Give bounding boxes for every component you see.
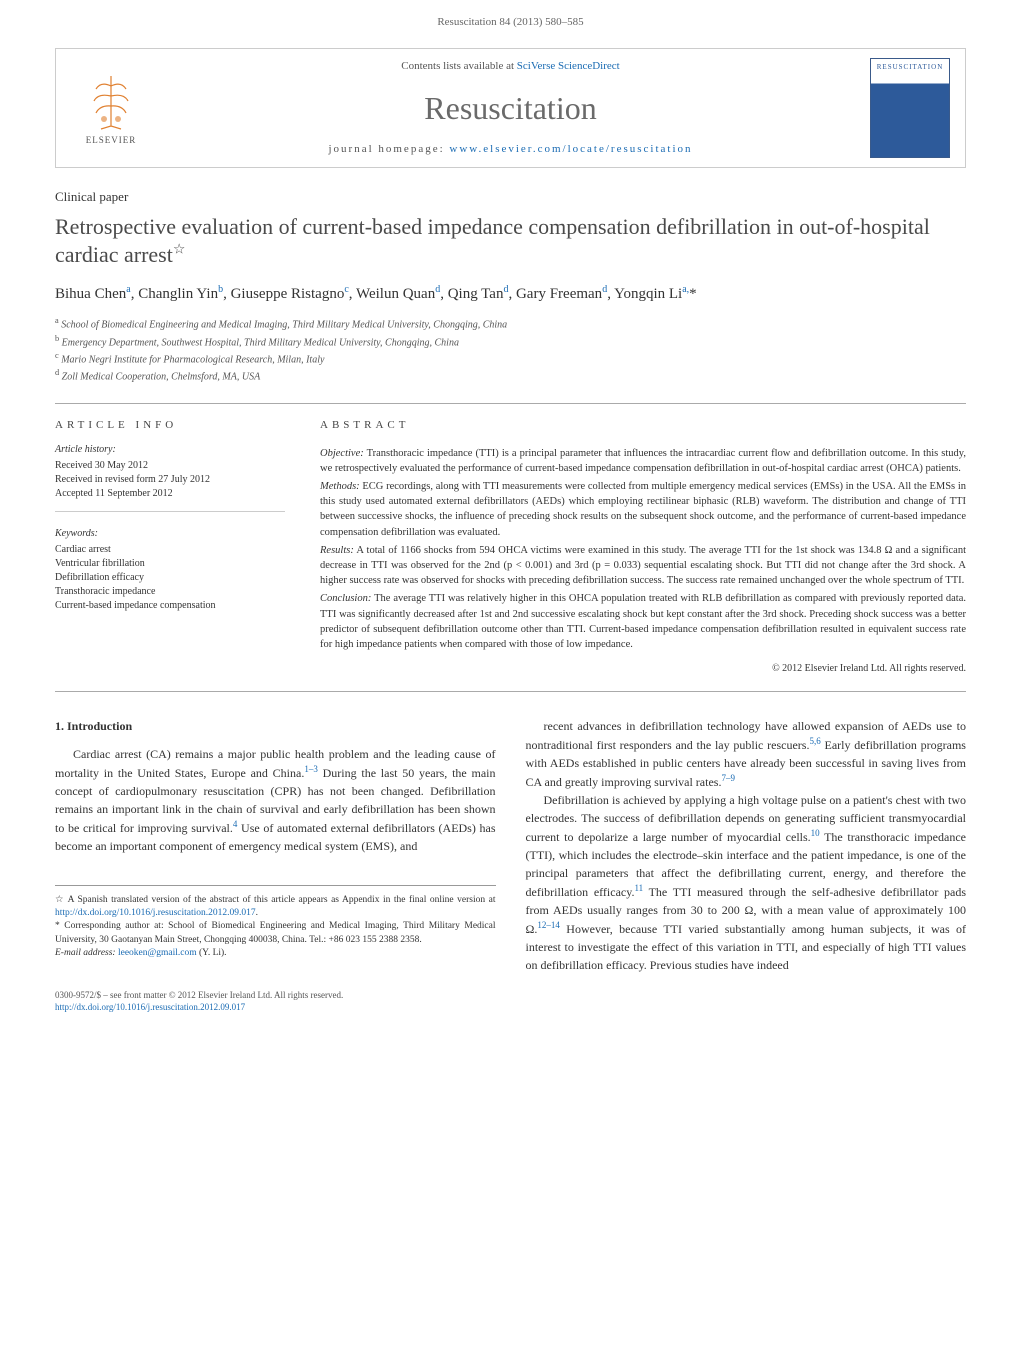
bottom-doi-link[interactable]: http://dx.doi.org/10.1016/j.resuscitatio… (55, 1002, 245, 1012)
section-title: Introduction (67, 719, 132, 733)
footnote-corresponding: * Corresponding author at: School of Bio… (55, 920, 496, 947)
footnote-doi-link[interactable]: http://dx.doi.org/10.1016/j.resuscitatio… (55, 908, 256, 918)
abstract-column: abstract Objective: Transthoracic impeda… (300, 404, 966, 691)
keyword-line: Defibrillation efficacy (55, 571, 285, 585)
title-footnote-star: ☆ (173, 243, 186, 258)
body-column-right: recent advances in defibrillation techno… (526, 717, 967, 974)
keyword-line: Transthoracic impedance (55, 585, 285, 599)
keywords-label: Keywords: (55, 527, 285, 541)
abstract-copyright: © 2012 Elsevier Ireland Ltd. All rights … (320, 662, 966, 677)
keyword-line: Current-based impedance compensation (55, 599, 285, 613)
journal-cover-title: RESUSCITATION (871, 63, 949, 73)
footnote-star-text: ☆ A Spanish translated version of the ab… (55, 895, 496, 905)
keywords-block: Keywords: Cardiac arrestVentricular fibr… (55, 527, 285, 623)
info-abstract-row: article info Article history: Received 3… (55, 403, 966, 692)
body-paragraph: recent advances in defibrillation techno… (526, 717, 967, 791)
issn-line: 0300-9572/$ – see front matter © 2012 El… (55, 989, 966, 1002)
journal-name: Resuscitation (166, 86, 855, 131)
abstract-paragraph: Results: A total of 1166 shocks from 594… (320, 543, 966, 589)
elsevier-logo: ELSEVIER (71, 63, 151, 153)
body-paragraph: Defibrillation is achieved by applying a… (526, 791, 967, 974)
journal-homepage-link[interactable]: www.elsevier.com/locate/resuscitation (449, 143, 692, 155)
article-info-column: article info Article history: Received 3… (55, 404, 300, 691)
article-title: Retrospective evaluation of current-base… (55, 213, 966, 270)
affiliation-line: c Mario Negri Institute for Pharmacologi… (55, 350, 966, 367)
article-history-label: Article history: (55, 443, 285, 457)
elsevier-label: ELSEVIER (86, 134, 137, 147)
body-column-left: 1. Introduction Cardiac arrest (CA) rema… (55, 717, 496, 974)
abstract-paragraph: Methods: ECG recordings, along with TTI … (320, 479, 966, 540)
affiliation-line: a School of Biomedical Engineering and M… (55, 315, 966, 332)
history-line: Received 30 May 2012 (55, 459, 285, 473)
email-label: E-mail address: (55, 948, 118, 958)
contents-available-line: Contents lists available at SciVerse Sci… (166, 59, 855, 74)
running-head: Resuscitation 84 (2013) 580–585 (0, 0, 1021, 38)
contents-prefix: Contents lists available at (401, 60, 516, 72)
affiliations: a School of Biomedical Engineering and M… (55, 315, 966, 384)
keyword-line: Ventricular fibrillation (55, 557, 285, 571)
corresponding-email-link[interactable]: leeoken@gmail.com (118, 948, 197, 958)
keyword-line: Cardiac arrest (55, 543, 285, 557)
article-history-block: Article history: Received 30 May 2012Rec… (55, 443, 285, 512)
section-number: 1. (55, 719, 64, 733)
authors-line: Bihua Chena, Changlin Yinb, Giuseppe Ris… (55, 282, 966, 306)
footnote-email: E-mail address: leeoken@gmail.com (Y. Li… (55, 947, 496, 960)
abstract-paragraph: Objective: Transthoracic impedance (TTI)… (320, 446, 966, 476)
affiliation-line: d Zoll Medical Cooperation, Chelmsford, … (55, 367, 966, 384)
footnote-star: ☆ A Spanish translated version of the ab… (55, 894, 496, 921)
abstract-paragraph: Conclusion: The average TTI was relative… (320, 591, 966, 652)
elsevier-tree-icon (86, 71, 136, 131)
body-columns: 1. Introduction Cardiac arrest (CA) rema… (55, 717, 966, 974)
header-center: Contents lists available at SciVerse Sci… (166, 49, 855, 167)
journal-homepage-line: journal homepage: www.elsevier.com/locat… (166, 142, 855, 157)
sciencedirect-link[interactable]: SciVerse ScienceDirect (517, 60, 620, 72)
body-paragraph: Cardiac arrest (CA) remains a major publ… (55, 745, 496, 855)
article-title-text: Retrospective evaluation of current-base… (55, 214, 930, 268)
history-line: Accepted 11 September 2012 (55, 487, 285, 501)
journal-cover-thumbnail: RESUSCITATION (870, 58, 950, 158)
page-bottom-meta: 0300-9572/$ – see front matter © 2012 El… (55, 989, 966, 1014)
article-type: Clinical paper (55, 188, 966, 206)
section-heading-intro: 1. Introduction (55, 717, 496, 735)
footnotes-block: ☆ A Spanish translated version of the ab… (55, 885, 496, 960)
article-info-heading: article info (55, 418, 285, 433)
history-line: Received in revised form 27 July 2012 (55, 473, 285, 487)
homepage-prefix: journal homepage: (328, 143, 449, 155)
journal-header-box: ELSEVIER Contents lists available at Sci… (55, 48, 966, 168)
affiliation-line: b Emergency Department, Southwest Hospit… (55, 333, 966, 350)
abstract-heading: abstract (320, 418, 966, 434)
email-suffix: (Y. Li). (197, 948, 227, 958)
